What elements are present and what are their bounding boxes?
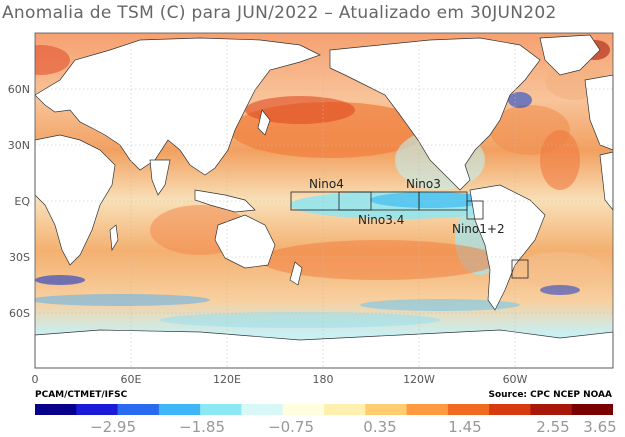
extra-box: [511, 259, 529, 279]
credit-source: Source: CPC NCEP NOAA: [488, 390, 612, 400]
land-south-america: [469, 184, 546, 311]
colorbar-segment: [282, 404, 325, 415]
lon-label-120w: 120W: [403, 373, 435, 386]
land-indonesia: [194, 189, 256, 213]
lat-label-30s: 30S: [9, 251, 30, 264]
nino-boxes: [290, 191, 529, 279]
lon-label-60w: 60W: [503, 373, 528, 386]
land-india: [149, 159, 171, 196]
colorbar-segment: [447, 404, 490, 415]
land-japan: [257, 109, 271, 136]
colorbar: [35, 404, 613, 415]
nino34-box: [338, 191, 420, 211]
colorbar-label-2: −1.85: [179, 418, 225, 436]
graticule: [35, 33, 613, 368]
map-title: Anomalia de TSM (C) para JUN/2022 – Atua…: [2, 3, 557, 23]
land-africa: [34, 134, 116, 266]
nino3-label: Nino3: [406, 177, 441, 191]
lat-label-30n: 30N: [8, 139, 30, 152]
land-europe-east-edge: [584, 74, 614, 151]
land-masses: [34, 34, 614, 369]
colorbar-label-5: 1.45: [448, 418, 482, 436]
lat-label-60n: 60N: [8, 83, 30, 96]
lat-label-eq: EQ: [14, 195, 30, 208]
colorbar-segment: [117, 404, 160, 415]
colorbar-segment: [200, 404, 242, 415]
colorbar-segment: [241, 404, 284, 415]
nino12-label: Nino1+2: [452, 222, 505, 236]
lon-label-120e: 120E: [213, 373, 241, 386]
lon-label-0: 0: [32, 373, 39, 386]
colorbar-label-1: −2.95: [90, 418, 136, 436]
colorbar-segment: [35, 404, 77, 415]
map-frame: [34, 32, 614, 369]
colorbar-segment: [365, 404, 408, 415]
colorbar-label-4: 0.35: [363, 418, 397, 436]
nino4-box: [290, 191, 372, 211]
land-australia: [214, 214, 276, 269]
colorbar-segment: [489, 404, 531, 415]
colorbar-label-6: 2.55: [536, 418, 570, 436]
nino12-box: [466, 200, 484, 220]
nino4-label: Nino4: [309, 177, 344, 191]
colorbar-segment: [571, 404, 613, 415]
land-new-zealand: [289, 261, 303, 286]
lon-label-60e: 60E: [121, 373, 142, 386]
land-greenland: [539, 34, 601, 76]
lon-label-180: 180: [313, 373, 334, 386]
colorbar-label-3: −0.75: [268, 418, 314, 436]
colorbar-segment: [406, 404, 449, 415]
land-north-america: [329, 37, 541, 191]
colorbar-label-7: 3.65: [583, 418, 617, 436]
nino34-label: Nino3.4: [358, 213, 404, 227]
land-eurasia: [34, 37, 321, 176]
colorbar-segment: [530, 404, 573, 415]
land-madagascar: [109, 224, 119, 252]
lat-label-60s: 60S: [9, 307, 30, 320]
colorbar-segment: [76, 404, 119, 415]
colorbar-segment: [324, 404, 366, 415]
credit-left: PCAM/CTMET/IFSC: [35, 390, 128, 400]
colorbar-segment: [158, 404, 201, 415]
